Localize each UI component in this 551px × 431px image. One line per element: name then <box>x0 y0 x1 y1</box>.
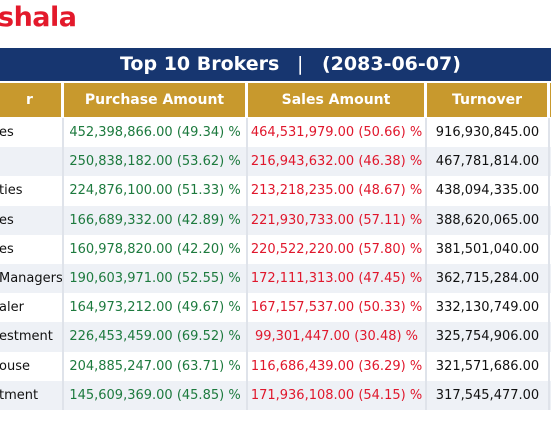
purchase-amount: 190,603,971.00 (52.55) % <box>64 264 248 294</box>
column-header: r <box>0 83 64 117</box>
purchase-amount: 145,609,369.00 (45.85) % <box>64 380 248 410</box>
sales-amount: 172,111,313.00 (47.45) % <box>248 264 427 294</box>
purchase-amount: 452,398,866.00 (49.34) % <box>64 118 248 148</box>
column-header: Turnover <box>427 83 550 117</box>
turnover: 467,781,814.00 <box>427 147 550 177</box>
turnover: 438,094,335.00 <box>427 176 550 206</box>
purchase-amount: 166,689,332.00 (42.89) % <box>64 205 248 235</box>
broker-name: Managers <box>0 264 64 294</box>
purchase-amount: 250,838,182.00 (53.62) % <box>64 147 248 177</box>
broker-name: aler <box>0 293 64 323</box>
column-header: Sales Amount <box>248 83 427 117</box>
sales-amount: 116,686,439.00 (36.29) % <box>248 351 427 381</box>
separator: | <box>297 53 304 75</box>
broker-name: es <box>0 118 64 148</box>
title-bar: Top 10 Brokers | (2083-06-07) <box>0 48 551 81</box>
broker-name: ties <box>0 176 64 206</box>
sales-amount: 171,936,108.00 (54.15) % <box>248 380 427 410</box>
turnover: 317,545,477.00 <box>427 380 550 410</box>
broker-name <box>0 147 64 177</box>
purchase-amount: 226,453,459.00 (69.52) % <box>64 322 248 352</box>
purchase-amount: 164,973,212.00 (49.67) % <box>64 293 248 323</box>
sales-amount: 213,218,235.00 (48.67) % <box>248 176 427 206</box>
purchase-amount: 204,885,247.00 (63.71) % <box>64 351 248 381</box>
turnover: 916,930,845.00 <box>427 118 550 148</box>
broker-name: es <box>0 205 64 235</box>
sales-amount: 99,301,447.00 (30.48) % <box>248 322 427 352</box>
sales-amount: 167,157,537.00 (50.33) % <box>248 293 427 323</box>
sales-amount: 221,930,733.00 (57.11) % <box>248 205 427 235</box>
title: Top 10 Brokers <box>120 53 280 75</box>
broker-name: tment <box>0 380 64 410</box>
logo: shala <box>0 2 77 33</box>
turnover: 362,715,284.00 <box>427 264 550 294</box>
broker-name: estment <box>0 322 64 352</box>
sales-amount: 464,531,979.00 (50.66) % <box>248 118 427 148</box>
turnover: 325,754,906.00 <box>427 322 550 352</box>
turnover: 321,571,686.00 <box>427 351 550 381</box>
turnover: 332,130,749.00 <box>427 293 550 323</box>
broker-name: es <box>0 234 64 264</box>
date: (2083-06-07) <box>322 53 461 75</box>
purchase-amount: 160,978,820.00 (42.20) % <box>64 234 248 264</box>
sales-amount: 220,522,220.00 (57.80) % <box>248 234 427 264</box>
turnover: 381,501,040.00 <box>427 234 550 264</box>
sales-amount: 216,943,632.00 (46.38) % <box>248 147 427 177</box>
column-header: Purchase Amount <box>64 83 248 117</box>
broker-name: ouse <box>0 351 64 381</box>
turnover: 388,620,065.00 <box>427 205 550 235</box>
purchase-amount: 224,876,100.00 (51.33) % <box>64 176 248 206</box>
